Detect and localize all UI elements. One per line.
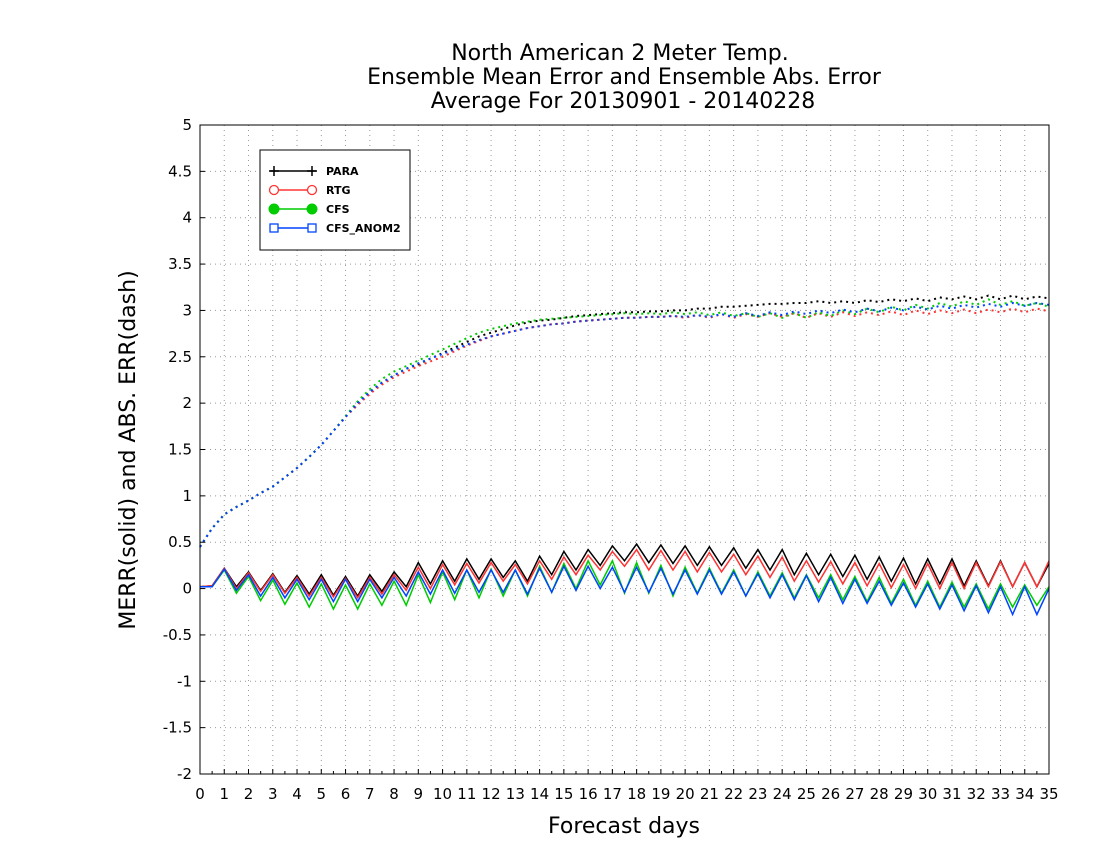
series-rtg-dash-line <box>199 307 1050 548</box>
filled-circle-marker-icon <box>306 203 318 215</box>
x-tick-label: 0 <box>195 785 205 803</box>
x-tick-label: 9 <box>414 785 424 803</box>
x-tick-label: 5 <box>317 785 327 803</box>
y-tick-label: 0 <box>182 580 192 598</box>
title-line-1: North American 2 Meter Temp. <box>451 41 789 66</box>
x-tick-label: 14 <box>530 785 549 803</box>
x-tick-label: 34 <box>1015 785 1034 803</box>
x-tick-label: 6 <box>341 785 351 803</box>
x-tick-label: 11 <box>457 785 476 803</box>
title-line-2: Ensemble Mean Error and Ensemble Abs. Er… <box>367 65 882 90</box>
x-tick-label: 30 <box>918 785 937 803</box>
x-tick-label: 21 <box>700 785 719 803</box>
series-rtg-solid-line <box>199 548 1050 600</box>
legend-item-cfs-anom2: CFS_ANOM2 <box>269 222 401 235</box>
y-tick-label: -1 <box>177 672 192 690</box>
y-tick-label: -2 <box>177 765 192 783</box>
y-tick-label: 1 <box>182 487 192 505</box>
x-tick-label: 31 <box>942 785 961 803</box>
y-axis: -2 -1.5 -1 -0.5 0 0.5 1 1.5 2 2.5 3 3.5 4 4.5 5 <box>163 116 205 783</box>
open-square-marker-icon <box>307 223 317 233</box>
x-tick-label: 28 <box>870 785 889 803</box>
series-cfs-dash-line <box>199 298 1050 548</box>
series-para-dash-line <box>199 294 1050 548</box>
legend-box <box>259 149 411 251</box>
x-tick-label: 25 <box>797 785 816 803</box>
chart-title: North American 2 Meter Temp. Ensemble Me… <box>367 41 882 114</box>
legend-item-rtg: RTG <box>268 184 351 197</box>
x-tick-label: 24 <box>773 785 792 803</box>
x-tick-label: 22 <box>724 785 743 803</box>
y-tick-label: 3 <box>182 301 192 319</box>
plus-marker-icon <box>269 166 279 176</box>
x-tick-label: 10 <box>433 785 452 803</box>
x-tick-label: 20 <box>676 785 695 803</box>
x-axis-label: Forecast days <box>548 814 700 839</box>
y-tick-label: 2 <box>182 394 192 412</box>
plus-marker-icon <box>307 166 317 176</box>
legend-label: RTG <box>326 184 351 197</box>
x-tick-label: 3 <box>268 785 278 803</box>
y-tick-label: -0.5 <box>163 626 192 644</box>
x-tick-label: 17 <box>603 785 622 803</box>
x-tick-label: 1 <box>219 785 229 803</box>
series-layer <box>199 294 1050 617</box>
y-tick-label: 0.5 <box>168 533 192 551</box>
x-axis: 0 1 2 3 4 5 6 7 8 9 10 11 12 13 14 15 16 17 18 19 20 21 22 23 24… <box>195 769 1059 803</box>
x-tick-label: 27 <box>845 785 864 803</box>
x-tick-label: 8 <box>389 785 399 803</box>
legend-item-cfs: CFS <box>268 203 350 216</box>
y-tick-label: 5 <box>182 116 192 134</box>
x-tick-label: 15 <box>554 785 573 803</box>
grid <box>200 125 1049 774</box>
legend-label: CFS_ANOM2 <box>326 222 401 235</box>
title-line-3: Average For 20130901 - 20140228 <box>431 89 816 114</box>
series-para-solid-line <box>199 542 1050 598</box>
legend-label: CFS <box>326 203 350 216</box>
x-tick-label: 7 <box>365 785 375 803</box>
x-tick-label: 2 <box>244 785 254 803</box>
x-tick-label: 13 <box>506 785 525 803</box>
y-tick-label: 4 <box>182 209 192 227</box>
y-axis-label: MERR(solid) and ABS. ERR(dash) <box>116 270 141 629</box>
x-tick-label: 33 <box>991 785 1010 803</box>
x-tick-label: 16 <box>579 785 598 803</box>
y-tick-label: 1.5 <box>168 441 192 459</box>
x-tick-label: 19 <box>651 785 670 803</box>
x-tick-label: 12 <box>482 785 501 803</box>
open-circle-marker-icon <box>306 184 318 196</box>
legend: PARA RTG CFS CFS_ANOM2 <box>259 149 411 251</box>
x-tick-label: 35 <box>1039 785 1058 803</box>
y-tick-label: 2.5 <box>168 348 192 366</box>
legend-label: PARA <box>326 165 359 178</box>
y-tick-label: -1.5 <box>163 719 192 737</box>
y-tick-label: 4.5 <box>168 162 192 180</box>
filled-circle-marker-icon <box>268 203 280 215</box>
y-tick-label: 3.5 <box>168 255 192 273</box>
series-cfs-anom2-solid-line <box>200 564 1050 617</box>
legend-item-para: PARA <box>269 165 359 178</box>
open-circle-marker-icon <box>268 184 280 196</box>
x-tick-label: 32 <box>967 785 986 803</box>
x-tick-label: 18 <box>627 785 646 803</box>
series-cfs-anom2-dash-line <box>199 301 1050 548</box>
x-tick-label: 4 <box>292 785 302 803</box>
x-tick-label: 26 <box>821 785 840 803</box>
open-square-marker-icon <box>269 223 279 233</box>
x-tick-label: 29 <box>894 785 913 803</box>
x-tick-label: 23 <box>748 785 767 803</box>
